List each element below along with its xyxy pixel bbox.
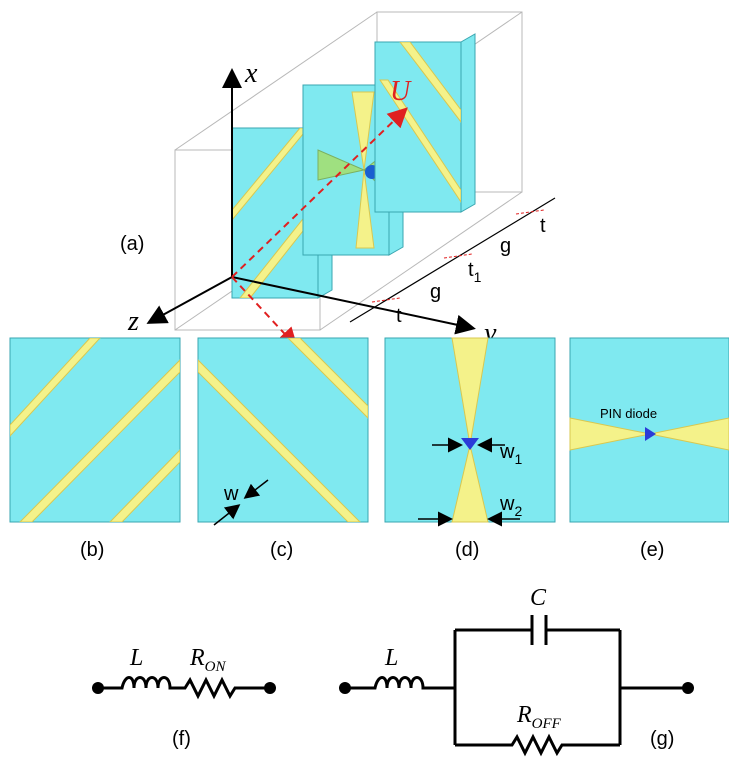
annotation: w [223,483,239,505]
panel-label: (f) [172,728,191,750]
figure: x y z U V (a) t g t1 g t (b) w (c) w1 w2… [0,0,729,760]
panel-b: (b) [10,338,180,561]
axis-label: x [244,58,258,89]
panel-label: (e) [640,539,664,561]
annotation: PIN diode [600,406,657,421]
dimension-label: g [430,281,441,303]
component-label: C [530,585,547,611]
panel-c: w (c) [198,338,368,561]
component-label: L [129,645,143,671]
dimension-label: t1 [468,259,482,285]
axis-label: z [127,306,139,337]
text-part: w [499,441,515,463]
text-part: ON [205,659,227,675]
text-part: R [189,645,205,671]
panel-e: PIN diode (e) [570,338,729,561]
text-part: 1 [514,451,522,467]
circuit-f: L RON (f) [92,645,276,750]
shape [98,678,270,697]
panel-label: (g) [650,728,674,750]
text-part: R [516,702,532,728]
dimension-label: t [396,305,402,327]
shape [345,615,688,753]
panel-d: w1 w2 (d) [385,338,555,561]
panel-label: (d) [455,539,479,561]
component-label: ROFF [516,702,562,732]
dimension-label: t [540,215,546,237]
panel-label: (c) [270,539,293,561]
dimension-label: g [500,235,511,257]
axis-label: U [390,76,412,107]
panel-a: x y z U V (a) t g t1 g t [120,12,555,367]
component-label: L [384,645,398,671]
panel-3 [375,34,475,212]
text-part: 2 [514,503,522,519]
circuit-g: L C ROFF (g) [339,585,694,753]
panel-label: (a) [120,233,144,255]
panel-label: (b) [80,539,104,561]
component-label: RON [189,645,227,675]
text-part: w [499,493,515,515]
text-part: 1 [474,269,482,285]
text-part: OFF [532,716,562,732]
shape [461,34,475,212]
shape [10,338,180,522]
